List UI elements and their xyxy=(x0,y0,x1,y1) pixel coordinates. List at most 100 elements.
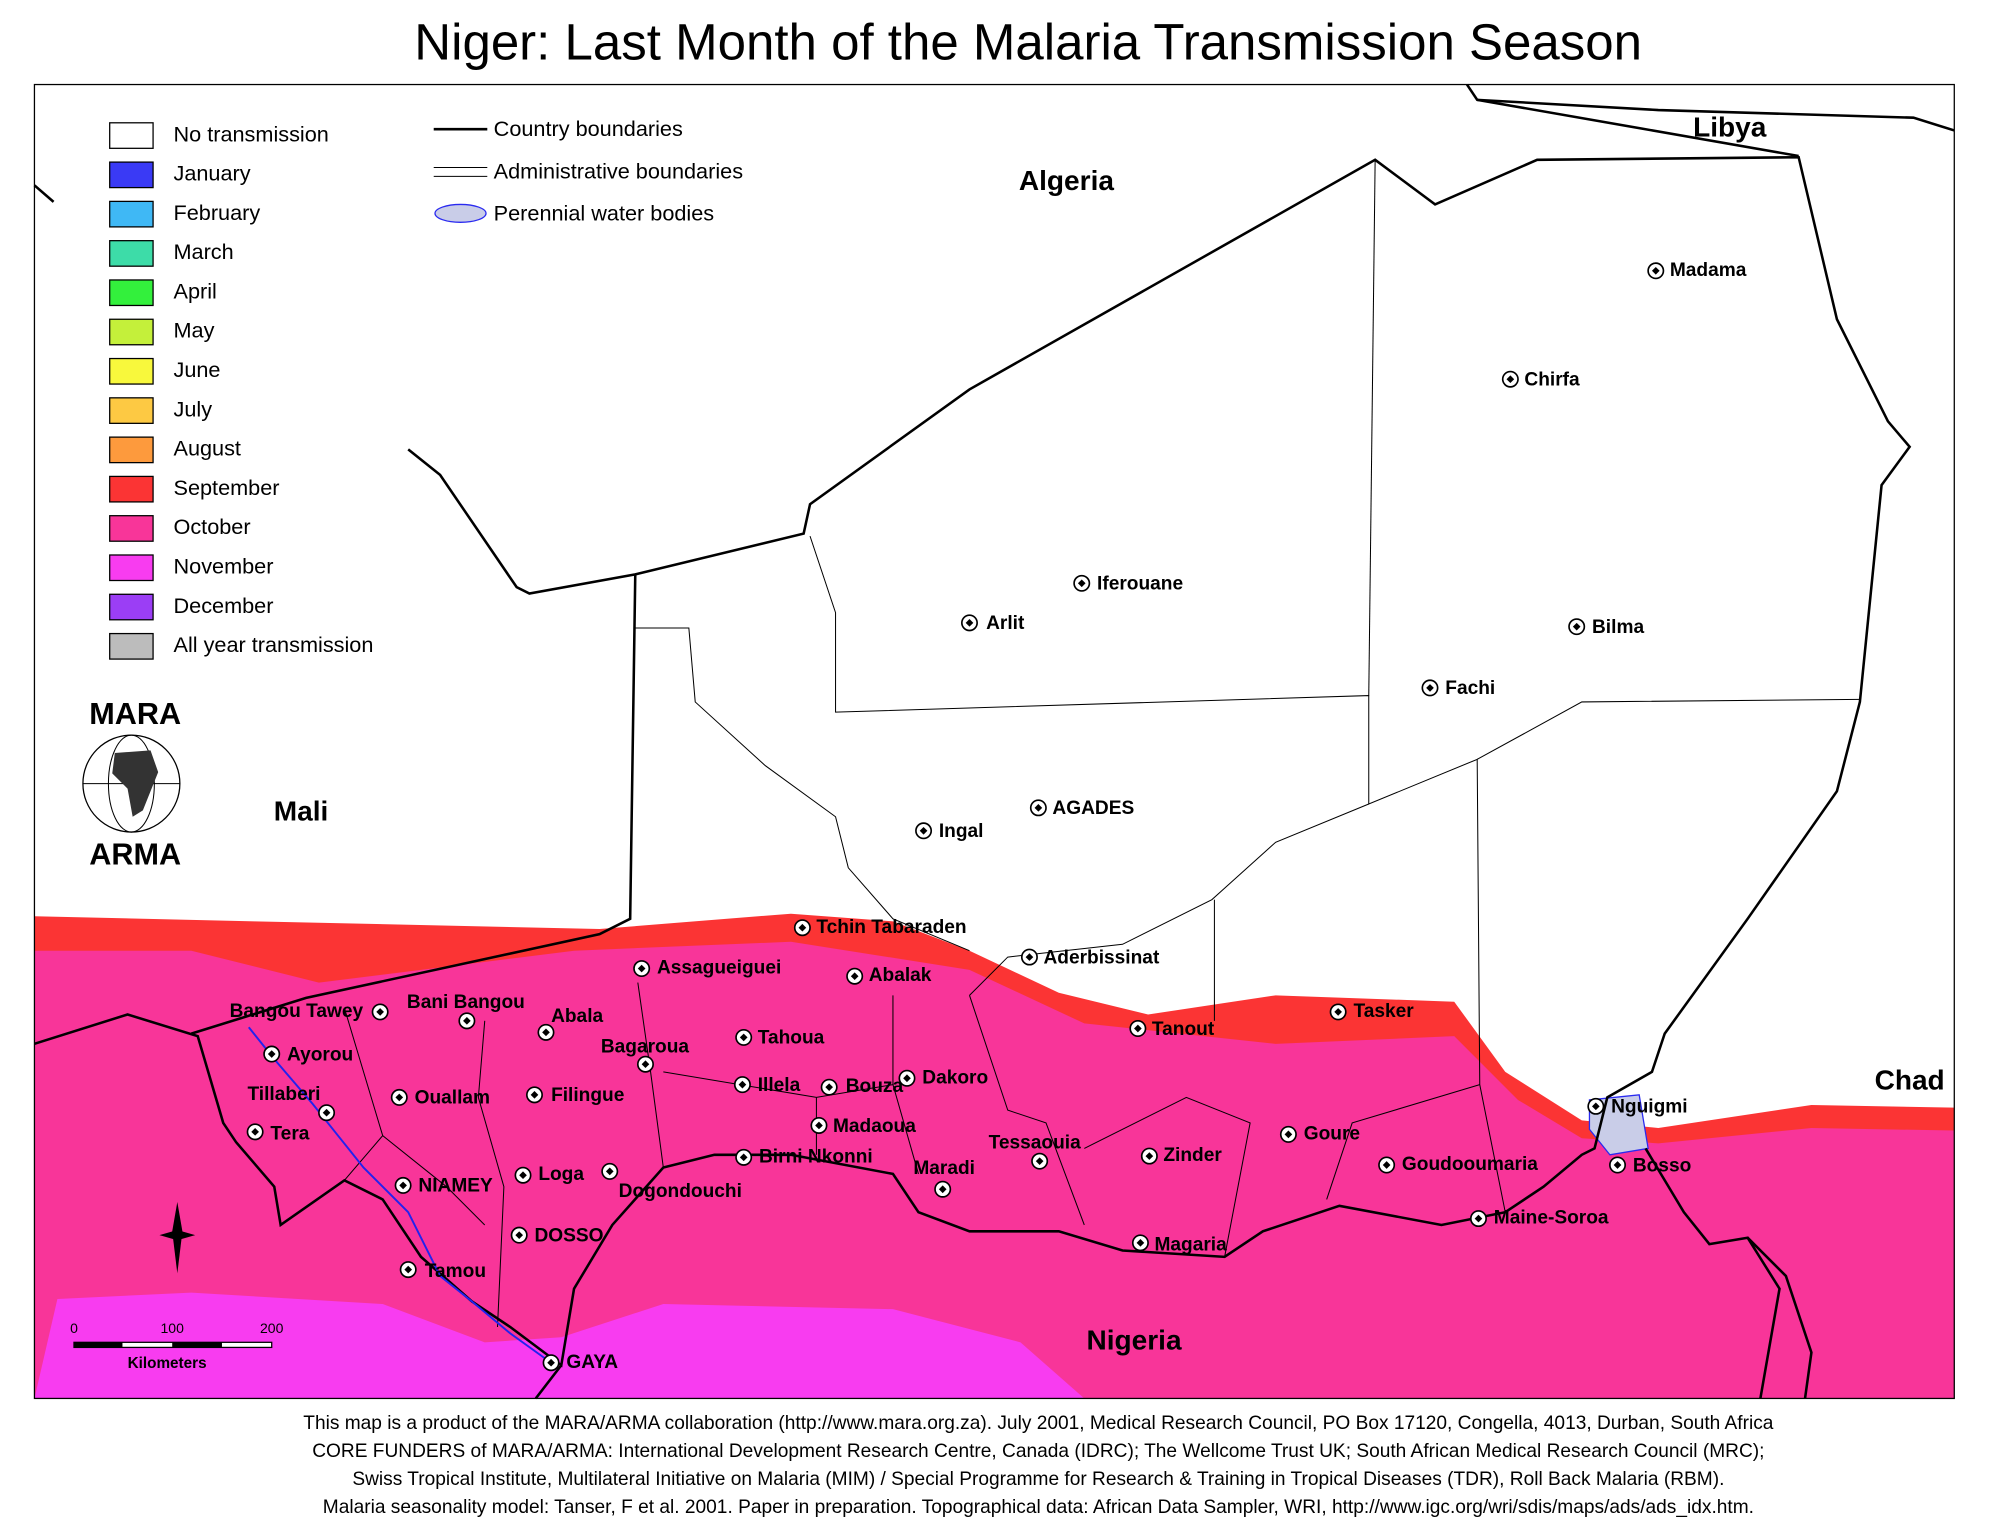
legend-swatch xyxy=(109,357,154,385)
logo-africa xyxy=(112,750,159,817)
legend-swatch xyxy=(109,475,154,503)
town-marker-dot xyxy=(395,1093,404,1102)
town-label: Tamou xyxy=(425,1261,486,1282)
legend-water xyxy=(434,203,487,223)
town-label: GAYA xyxy=(566,1352,618,1373)
town-label: NIAMEY xyxy=(418,1176,493,1197)
cameroon-border xyxy=(1746,1236,1813,1399)
legend-label: Perennial water bodies xyxy=(494,200,715,225)
town-marker-dot xyxy=(322,1108,331,1117)
mali-border xyxy=(190,574,637,1035)
scale-label: 0 xyxy=(70,1320,78,1336)
town-label: Dakoro xyxy=(922,1067,988,1088)
town-marker-dot xyxy=(1034,803,1043,812)
town-label: Bilma xyxy=(1592,617,1644,638)
town-marker-dot xyxy=(1382,1161,1391,1169)
town-label: Magaria xyxy=(1154,1234,1227,1255)
town-label: Bosso xyxy=(1633,1155,1691,1176)
legend-swatch xyxy=(109,122,154,149)
town-label: Bangou Tawey xyxy=(230,1001,364,1022)
country-label: Mali xyxy=(274,795,329,826)
town-marker-dot xyxy=(1506,375,1515,384)
scale-unit: Kilometers xyxy=(128,1355,207,1372)
country-label: Libya xyxy=(1693,112,1767,143)
legend-swatch xyxy=(109,515,154,542)
legend-label: October xyxy=(173,514,250,539)
town-marker-dot xyxy=(515,1231,524,1239)
legend-label: May xyxy=(173,318,214,343)
scale-label: 100 xyxy=(161,1320,185,1336)
legend-label: June xyxy=(173,357,220,382)
town-marker-dot xyxy=(850,972,859,981)
scale-bar-segment xyxy=(172,1342,222,1348)
legend-swatch xyxy=(109,554,154,582)
legend-swatch xyxy=(109,632,154,660)
niger-border xyxy=(34,155,1912,1368)
town-label: Nguigmi xyxy=(1611,1097,1688,1118)
town-label: Goure xyxy=(1304,1123,1360,1144)
town-label: Ayorou xyxy=(287,1044,353,1065)
town-marker-dot xyxy=(738,1080,747,1089)
town-label: Arlit xyxy=(986,613,1025,634)
legend-label: January xyxy=(173,161,250,186)
town-label: Fachi xyxy=(1445,678,1495,699)
legend-label: All year transmission xyxy=(173,632,373,657)
scale-label: 200 xyxy=(260,1320,284,1336)
logo-top: MARA xyxy=(89,697,181,731)
zone-november xyxy=(34,1292,1085,1399)
town-marker-dot xyxy=(919,826,928,835)
footer-line: Swiss Tropical Institute, Multilateral I… xyxy=(352,1469,1724,1490)
legend-label: September xyxy=(173,475,279,500)
town-marker-dot xyxy=(1284,1130,1293,1139)
legend-swatch xyxy=(109,161,154,189)
town-marker-dot xyxy=(530,1091,539,1099)
town-label: Tasker xyxy=(1353,1001,1414,1022)
town-label: Tillaberi xyxy=(247,1084,320,1105)
town-marker-dot xyxy=(1136,1238,1145,1247)
niger-river xyxy=(248,1026,552,1364)
town-label: Chirfa xyxy=(1524,370,1580,391)
benin-border xyxy=(534,1364,563,1400)
town-label: Iferouane xyxy=(1097,574,1183,595)
town-label: Ouallam xyxy=(415,1088,490,1109)
legend-label: December xyxy=(173,593,273,618)
town-label: Madama xyxy=(1670,260,1747,281)
map-title: Niger: Last Month of the Malaria Transmi… xyxy=(414,14,1642,71)
town-label: Tessaouia xyxy=(989,1132,1081,1153)
town-marker-dot xyxy=(605,1167,614,1176)
town-label: Ingal xyxy=(939,821,984,842)
legend-label: February xyxy=(173,200,260,225)
zone-october xyxy=(34,941,1955,1399)
town-marker-dot xyxy=(1613,1161,1622,1169)
legend-swatch xyxy=(109,200,154,228)
town-marker-dot xyxy=(1035,1157,1044,1165)
map-frame xyxy=(33,83,1955,1400)
town-marker-dot xyxy=(798,923,807,932)
town-label: Bani Bangou xyxy=(407,992,525,1013)
town-marker-dot xyxy=(825,1083,833,1092)
town-label: Maine-Soroa xyxy=(1494,1208,1609,1229)
town-label: Tera xyxy=(270,1123,309,1144)
town-label: Bagaroua xyxy=(601,1037,690,1058)
town-marker-dot xyxy=(376,1008,384,1016)
country-label: Chad xyxy=(1875,1064,1945,1095)
town-label: Abalak xyxy=(869,965,932,986)
town-marker-dot xyxy=(641,1060,650,1069)
town-label: Goudooumaria xyxy=(1402,1154,1538,1175)
town-label: Bouza xyxy=(846,1076,904,1097)
legend-label: April xyxy=(173,278,216,303)
logo-bottom: ARMA xyxy=(89,837,181,871)
legend-label: November xyxy=(173,553,273,578)
legend-label: March xyxy=(173,239,233,264)
town-label: Zinder xyxy=(1163,1145,1222,1166)
town-label: DOSSO xyxy=(534,1225,603,1246)
algeria-mali-border xyxy=(33,184,55,203)
town-label: Illela xyxy=(758,1075,801,1096)
legend-label: Country boundaries xyxy=(494,116,683,141)
map-body xyxy=(33,83,1955,1400)
country-boundaries xyxy=(33,83,1955,1400)
town-label: Tahoua xyxy=(758,1028,825,1049)
town-label: Abala xyxy=(551,1006,603,1027)
